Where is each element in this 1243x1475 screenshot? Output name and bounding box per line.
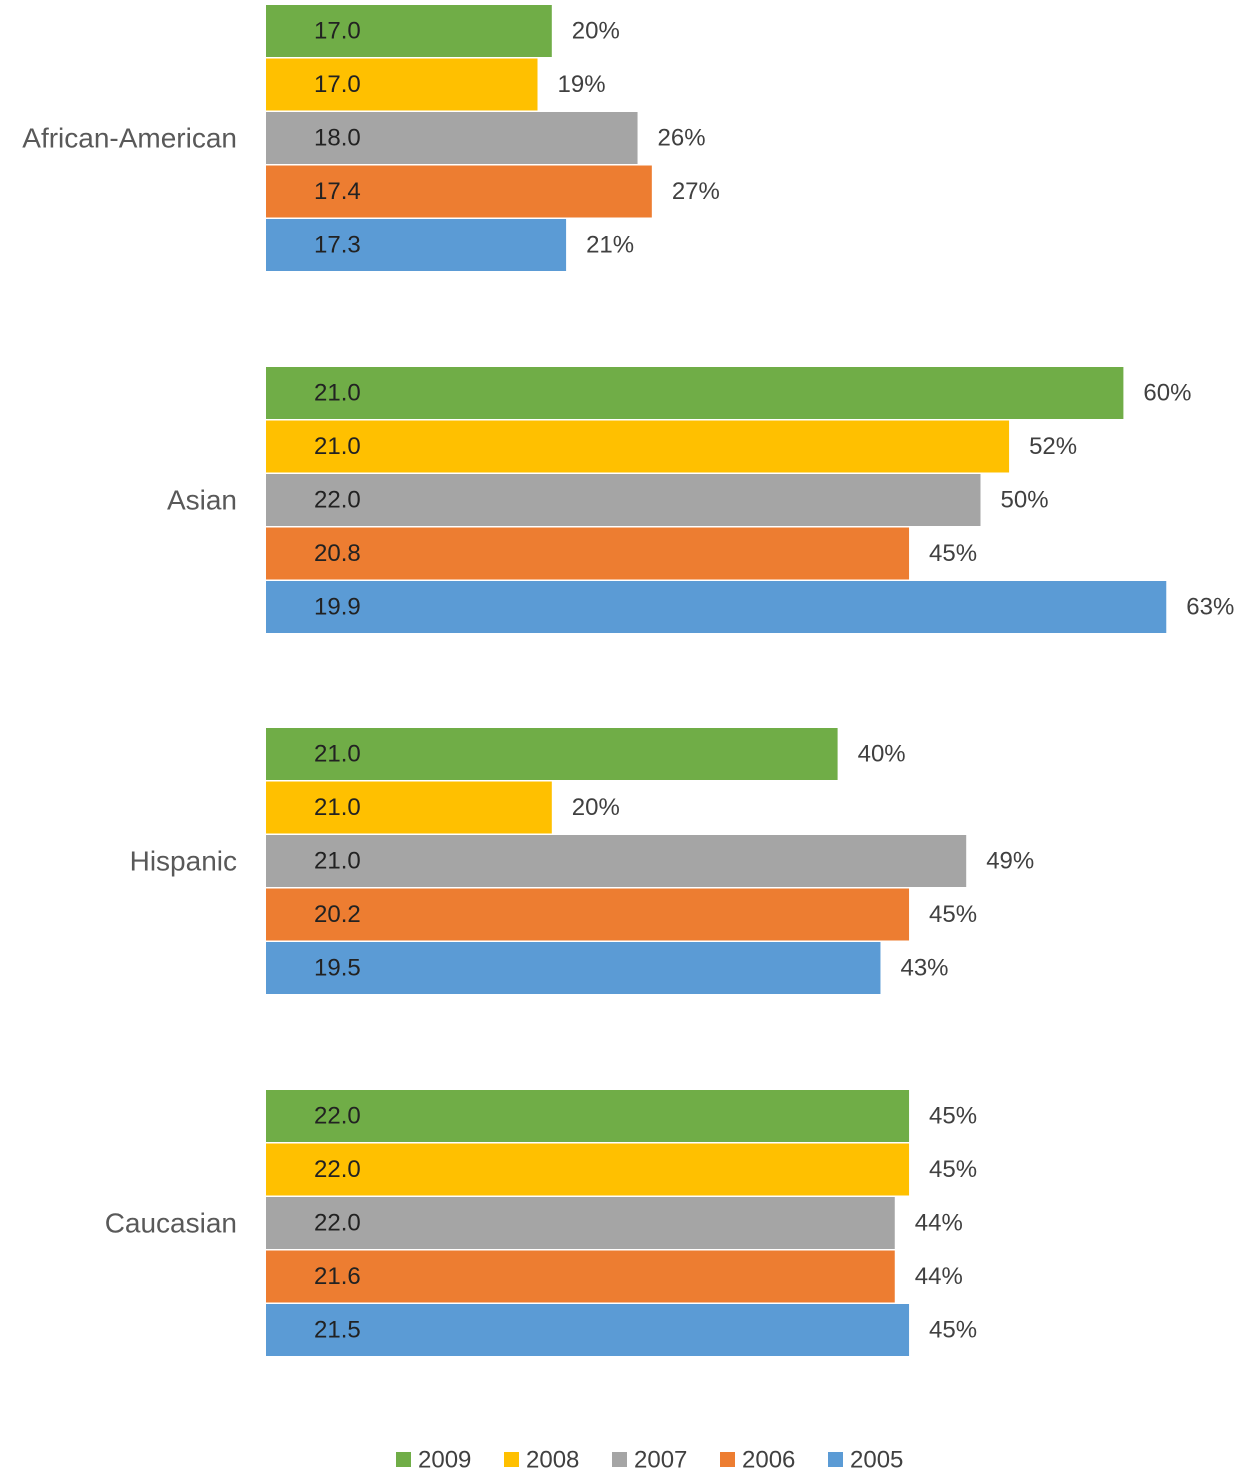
percent-label-asian-2008: 52% bbox=[1029, 433, 1077, 460]
value-label-caucasian-2008: 22.0 bbox=[314, 1156, 361, 1183]
legend: 2009 2008 2007 2006 2005 bbox=[396, 1447, 903, 1474]
percent-label-african-american-2009: 20% bbox=[572, 18, 620, 45]
legend-swatch-2009 bbox=[396, 1452, 411, 1467]
legend-label-2009: 2009 bbox=[418, 1447, 471, 1474]
percent-label-caucasian-2007: 44% bbox=[915, 1210, 963, 1237]
value-label-hispanic-2006: 20.2 bbox=[314, 901, 361, 928]
bar-asian-2006 bbox=[266, 527, 910, 580]
bar-caucasian-2009 bbox=[266, 1090, 910, 1142]
percent-label-african-american-2006: 27% bbox=[672, 178, 720, 205]
bar-hispanic-2007 bbox=[266, 835, 967, 887]
legend-swatch-2006 bbox=[720, 1452, 735, 1467]
percent-label-caucasian-2008: 45% bbox=[929, 1156, 977, 1183]
bar-african-american-2005 bbox=[266, 219, 567, 271]
value-label-asian-2008: 21.0 bbox=[314, 433, 361, 460]
value-label-african-american-2006: 17.4 bbox=[314, 178, 361, 205]
category-label-asian: Asian bbox=[167, 485, 237, 516]
bar-asian-2009 bbox=[266, 367, 1124, 419]
value-label-african-american-2009: 17.0 bbox=[314, 18, 361, 45]
category-label-caucasian: Caucasian bbox=[105, 1208, 237, 1239]
category-label-african-american: African-American bbox=[22, 123, 237, 154]
bar-hispanic-2006 bbox=[266, 888, 910, 941]
legend-label-2008: 2008 bbox=[526, 1447, 579, 1474]
bar-caucasian-2006 bbox=[266, 1250, 895, 1303]
percent-label-african-american-2008: 19% bbox=[558, 71, 606, 98]
bar-hispanic-2005 bbox=[266, 942, 881, 994]
percent-label-hispanic-2006: 45% bbox=[929, 901, 977, 928]
value-label-african-american-2007: 18.0 bbox=[314, 125, 361, 152]
value-label-asian-2009: 21.0 bbox=[314, 380, 361, 407]
percent-label-hispanic-2008: 20% bbox=[572, 794, 620, 821]
percent-label-african-american-2005: 21% bbox=[586, 232, 634, 259]
legend-label-2007: 2007 bbox=[634, 1447, 687, 1474]
value-label-hispanic-2008: 21.0 bbox=[314, 794, 361, 821]
value-label-caucasian-2009: 22.0 bbox=[314, 1103, 361, 1130]
value-label-hispanic-2007: 21.0 bbox=[314, 848, 361, 875]
value-label-caucasian-2007: 22.0 bbox=[314, 1210, 361, 1237]
percent-label-hispanic-2007: 49% bbox=[986, 848, 1034, 875]
value-label-caucasian-2006: 21.6 bbox=[314, 1263, 361, 1290]
percent-label-asian-2005: 63% bbox=[1186, 594, 1234, 621]
bar-asian-2005 bbox=[266, 581, 1167, 633]
value-label-african-american-2008: 17.0 bbox=[314, 71, 361, 98]
percent-label-asian-2009: 60% bbox=[1143, 380, 1191, 407]
percent-label-caucasian-2009: 45% bbox=[929, 1103, 977, 1130]
bar-caucasian-2008 bbox=[266, 1143, 910, 1196]
value-label-asian-2007: 22.0 bbox=[314, 487, 361, 514]
bar-african-american-2006 bbox=[266, 165, 652, 218]
bar-caucasian-2005 bbox=[266, 1304, 910, 1356]
value-label-hispanic-2009: 21.0 bbox=[314, 741, 361, 768]
bar-african-american-2009 bbox=[266, 5, 552, 57]
bar-asian-2008 bbox=[266, 420, 1010, 473]
category-label-hispanic: Hispanic bbox=[130, 846, 237, 877]
value-label-asian-2006: 20.8 bbox=[314, 540, 361, 567]
percent-label-african-american-2007: 26% bbox=[658, 125, 706, 152]
value-label-hispanic-2005: 19.5 bbox=[314, 955, 361, 982]
percent-label-asian-2006: 45% bbox=[929, 540, 977, 567]
value-label-african-american-2005: 17.3 bbox=[314, 232, 361, 259]
bar-african-american-2008 bbox=[266, 58, 538, 111]
percent-label-caucasian-2006: 44% bbox=[915, 1263, 963, 1290]
value-label-caucasian-2005: 21.5 bbox=[314, 1317, 361, 1344]
percent-label-asian-2007: 50% bbox=[1001, 487, 1049, 514]
legend-swatch-2005 bbox=[828, 1452, 843, 1467]
legend-label-2006: 2006 bbox=[742, 1447, 795, 1474]
bar-caucasian-2007 bbox=[266, 1197, 895, 1249]
percent-label-caucasian-2005: 45% bbox=[929, 1317, 977, 1344]
percent-label-hispanic-2009: 40% bbox=[858, 741, 906, 768]
value-label-asian-2005: 19.9 bbox=[314, 594, 361, 621]
bar-asian-2007 bbox=[266, 474, 981, 526]
legend-swatch-2007 bbox=[612, 1452, 627, 1467]
bar-african-american-2007 bbox=[266, 112, 638, 164]
percent-label-hispanic-2005: 43% bbox=[900, 955, 948, 982]
plot-area: African-American 17.0 20% 17.0 19% 18.0 26% 17.… bbox=[22, 5, 1234, 1356]
legend-swatch-2008 bbox=[504, 1452, 519, 1467]
bar-hispanic-2008 bbox=[266, 781, 552, 834]
legend-label-2005: 2005 bbox=[850, 1447, 903, 1474]
bar-hispanic-2009 bbox=[266, 728, 838, 780]
